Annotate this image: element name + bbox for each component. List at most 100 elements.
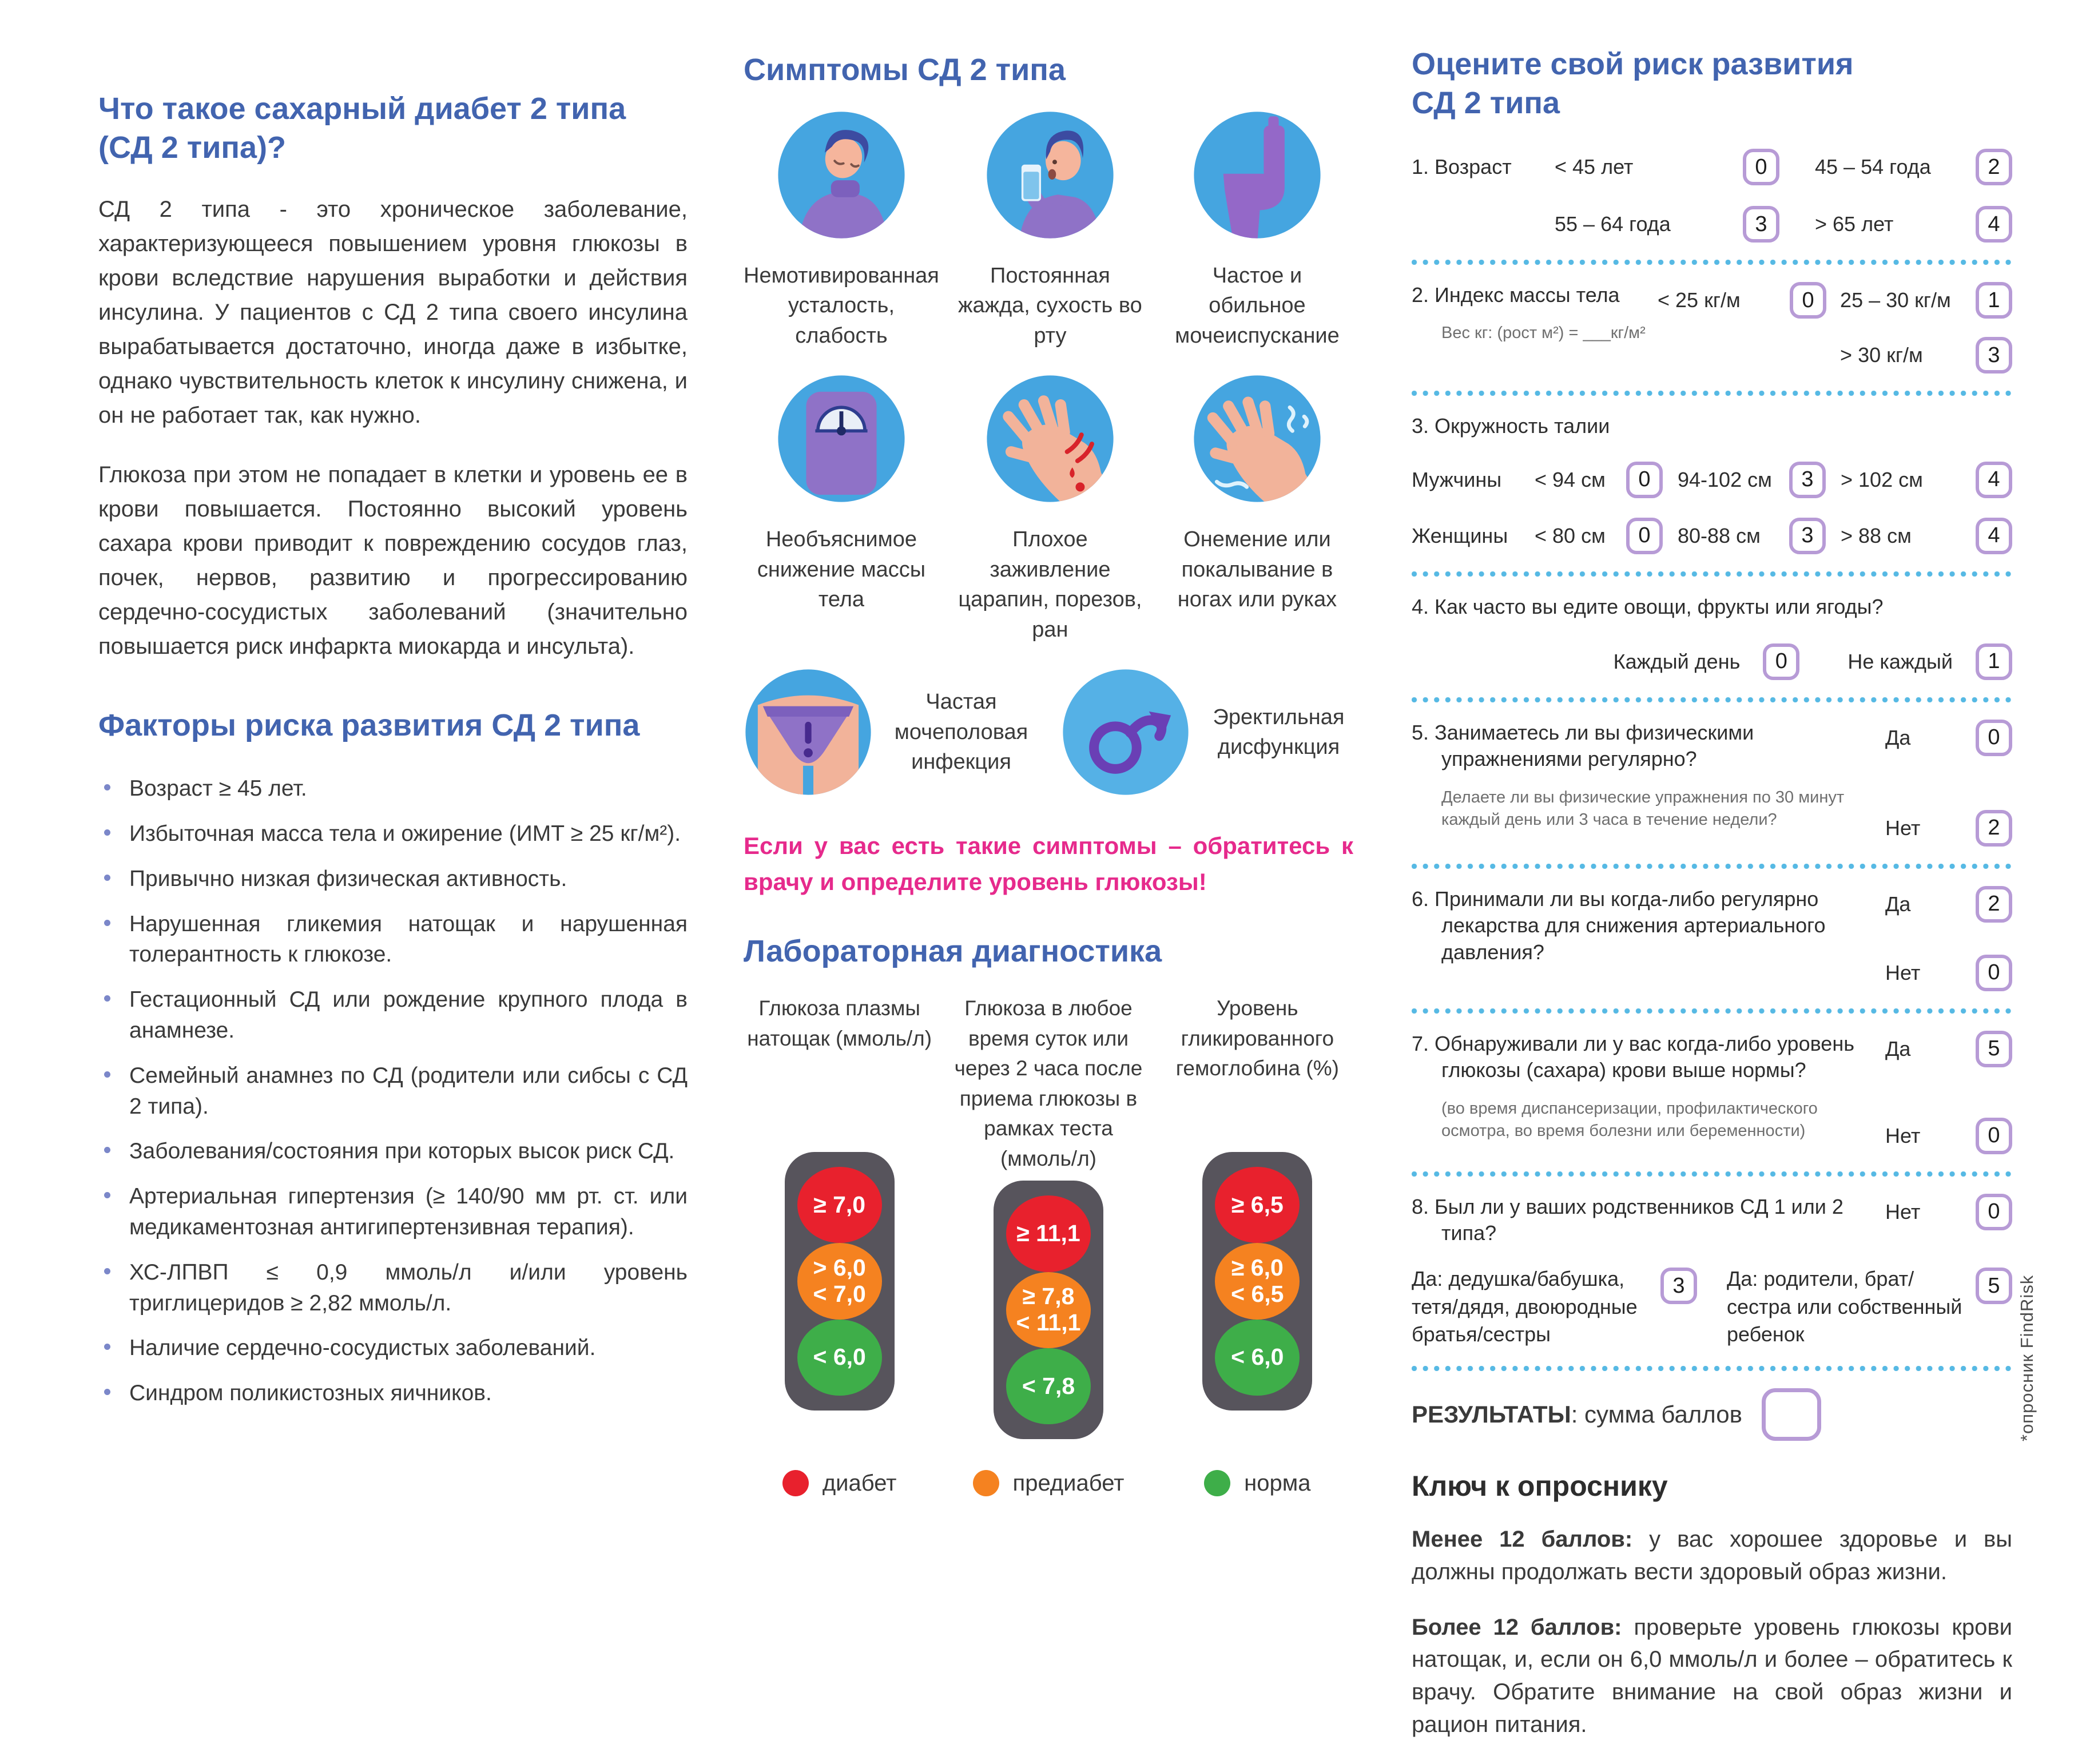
legend-item-prediabetes: предиабет bbox=[952, 1470, 1144, 1497]
score-box: 4 bbox=[1976, 517, 2012, 554]
score-box: 0 bbox=[1626, 517, 1663, 554]
score-box: 4 bbox=[1976, 206, 2012, 243]
value: ≥ 6,0 bbox=[1231, 1254, 1284, 1281]
key-paragraph-low: Менее 12 баллов: у вас хорошее здоровье … bbox=[1412, 1523, 2012, 1588]
question-note: (во время диспансеризации, профилактичес… bbox=[1441, 1099, 1818, 1141]
quiz-option: > 88 см 4 bbox=[1841, 517, 2012, 554]
normal-threshold-value: < 7,8 bbox=[1006, 1348, 1091, 1425]
legend-label: диабет bbox=[822, 1470, 897, 1496]
symptom-label: Плохое заживление царапин, порезов, ран bbox=[958, 527, 1142, 642]
score-box: 0 bbox=[1976, 719, 2012, 756]
quiz-option: < 80 см 0 bbox=[1535, 517, 1678, 554]
risk-quiz-section: Оцените свой риск развития СД 2 типа 1. … bbox=[1412, 45, 2012, 1764]
page-title-line2: (СД 2 типа)? bbox=[98, 130, 287, 165]
symptom-card: Частое и обильное мочеиспускание bbox=[1161, 110, 1353, 351]
legend-label: предиабет bbox=[1012, 1470, 1125, 1496]
quiz-option-yes: Да 2 bbox=[1885, 885, 2012, 923]
option-label: Да: родители, брат/сестра или собственны… bbox=[1727, 1267, 1962, 1346]
question-left: 6. Принимали ли вы когда-либо регулярно … bbox=[1412, 886, 1885, 966]
quiz-option: > 30 кг/м 3 bbox=[1840, 337, 2012, 374]
score-box: 3 bbox=[1660, 1268, 1697, 1305]
prediabetes-threshold-value: ≥ 7,8 < 11,1 bbox=[1006, 1272, 1091, 1348]
row-label: Мужчины bbox=[1412, 467, 1502, 491]
risk-factors-title: Факторы риска развития СД 2 типа bbox=[98, 708, 640, 743]
wound-icon bbox=[987, 375, 1114, 502]
quiz-option: Не каждый 1 bbox=[1847, 643, 2012, 680]
quiz-option-yes: Да 0 bbox=[1885, 719, 2012, 756]
lab-diagnostics-title: Лабораторная диагностика bbox=[744, 934, 1162, 969]
quiz-title-line2: СД 2 типа bbox=[1412, 86, 1560, 121]
quiz-option: 45 – 54 года 2 bbox=[1815, 149, 2012, 186]
divider bbox=[1412, 1008, 2012, 1014]
symptom-card: Необъяснимое снижение массы тела bbox=[744, 374, 939, 645]
value: < 6,0 bbox=[813, 1344, 866, 1370]
quiz-option-no: Нет 0 bbox=[1885, 1193, 2012, 1230]
value: < 7,8 bbox=[1022, 1372, 1075, 1399]
score-box: 0 bbox=[1976, 1117, 2012, 1154]
score-box: 0 bbox=[1976, 954, 2012, 991]
symptoms-wide-row: Частая мочеполовая инфекция Эректильная … bbox=[744, 668, 1353, 797]
quiz-key-title: Ключ к опроснику bbox=[1412, 1470, 1668, 1503]
option-label: Да bbox=[1885, 1036, 1911, 1060]
question-label: 5. Занимаетесь ли вы физическими упражне… bbox=[1412, 720, 1754, 771]
quiz-option: 94-102 см 3 bbox=[1678, 461, 1841, 498]
symptoms-title: Симптомы СД 2 типа bbox=[744, 53, 1066, 87]
score-box: 0 bbox=[1626, 461, 1663, 498]
lab-column-header: Глюкоза плазмы натощак (ммоль/л) bbox=[747, 996, 932, 1050]
normal-threshold-value: < 6,0 bbox=[1215, 1319, 1300, 1396]
question-family-history: 8. Был ли у ваших родственников СД 1 или… bbox=[1412, 1193, 2012, 1349]
score-box: 2 bbox=[1976, 885, 2012, 923]
option-label: Нет bbox=[1885, 1123, 1921, 1147]
fatigue-icon bbox=[778, 112, 905, 239]
symptoms-grid: Немотивированная усталость, слабость Пос… bbox=[744, 110, 1353, 668]
lab-column-header: Глюкоза в любое время суток или через 2 … bbox=[954, 996, 1143, 1170]
key-low-threshold: Менее 12 баллов: bbox=[1412, 1527, 1633, 1552]
yes-no-options: Да 5 Нет 0 bbox=[1885, 1030, 2012, 1154]
symptom-label: Необъяснимое снижение массы тела bbox=[757, 527, 926, 612]
results-score-input[interactable] bbox=[1761, 1388, 1821, 1441]
option-label: 45 – 54 года bbox=[1815, 155, 1931, 179]
what-is-diabetes-section: Что такое сахарный диабет 2 типа (СД 2 т… bbox=[98, 89, 688, 1423]
lab-diagnostics-grid: Глюкоза плазмы натощак (ммоль/л) ≥ 7,0 >… bbox=[744, 994, 1353, 1440]
score-box: 5 bbox=[1976, 1030, 2012, 1067]
lab-column-hba1c: Уровень гликированного гемоглобина (%) ≥… bbox=[1162, 994, 1353, 1439]
question-label: 7. Обнаруживали ли у вас когда-либо уров… bbox=[1412, 1031, 1854, 1082]
option-label: > 102 см bbox=[1841, 467, 1923, 491]
score-box: 1 bbox=[1976, 643, 2012, 680]
quiz-option: 80-88 см 3 bbox=[1678, 517, 1841, 554]
list-item: Возраст ≥ 45 лет. bbox=[98, 773, 688, 804]
list-item: Избыточная масса тела и ожирение (ИМТ ≥ … bbox=[98, 819, 688, 849]
results-label: РЕЗУЛЬТАТЫ: сумма баллов bbox=[1412, 1401, 1742, 1428]
value: < 7,0 bbox=[813, 1281, 866, 1308]
option-label: 25 – 30 кг/м bbox=[1840, 288, 1951, 312]
intro-paragraph-1: СД 2 типа - это хроническое заболевание,… bbox=[98, 197, 688, 428]
diabetes-threshold-value: ≥ 6,5 bbox=[1215, 1167, 1300, 1243]
red-dot-icon bbox=[782, 1470, 809, 1497]
symptoms-section: Симптомы СД 2 типа Немотивированная уст bbox=[744, 50, 1353, 1497]
symptom-label: Эректильная дисфункция bbox=[1213, 705, 1345, 760]
score-box: 0 bbox=[1976, 1193, 2012, 1230]
option-label: Каждый день bbox=[1613, 649, 1741, 673]
option-label: Нет bbox=[1885, 816, 1921, 840]
option-label: Нет bbox=[1885, 1199, 1921, 1223]
symptom-card: Плохое заживление царапин, порезов, ран bbox=[954, 374, 1146, 645]
quiz-option: > 65 лет 4 bbox=[1815, 206, 2012, 243]
yes-no-options: Да 0 Нет 2 bbox=[1885, 719, 2012, 847]
score-box: 5 bbox=[1976, 1268, 2012, 1305]
legend-item-diabetes: диабет bbox=[744, 1470, 935, 1497]
quiz-option: < 94 см 0 bbox=[1535, 461, 1678, 498]
legend-label: норма bbox=[1244, 1470, 1311, 1496]
prediabetes-threshold-value: ≥ 6,0 < 6,5 bbox=[1215, 1243, 1300, 1320]
lab-column-random-glucose: Глюкоза в любое время суток или через 2 … bbox=[952, 994, 1144, 1440]
score-box: 3 bbox=[1975, 337, 2012, 374]
list-item: ХС-ЛПВП ≤ 0,9 ммоль/л и/или уровень триг… bbox=[98, 1257, 688, 1319]
quiz-option: 25 – 30 кг/м 1 bbox=[1840, 282, 2012, 319]
symptom-label: Немотивированная усталость, слабость bbox=[744, 264, 939, 348]
results-word: РЕЗУЛЬТАТЫ bbox=[1412, 1401, 1571, 1428]
score-box: 4 bbox=[1976, 461, 2012, 498]
bmi-formula-note: Вес кг: (рост м²) = ___кг/м² bbox=[1441, 323, 1646, 342]
option-label: < 80 см bbox=[1535, 523, 1606, 547]
quiz-option-close-relatives: Да: родители, брат/сестра или собственны… bbox=[1727, 1265, 2012, 1349]
legend-item-normal: норма bbox=[1162, 1470, 1353, 1497]
score-box: 3 bbox=[1743, 206, 1779, 243]
